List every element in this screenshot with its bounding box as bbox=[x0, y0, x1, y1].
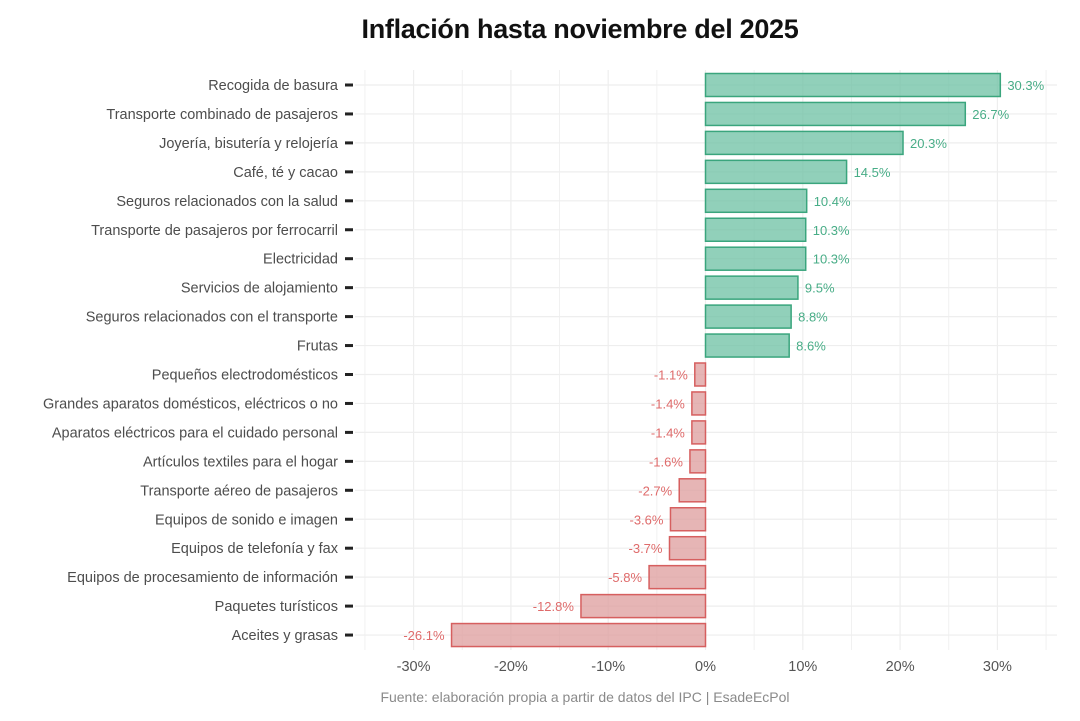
value-label: 10.3% bbox=[813, 223, 850, 238]
category-label: Equipos de telefonía y fax bbox=[171, 541, 339, 557]
value-label: 8.8% bbox=[798, 310, 828, 325]
bar bbox=[450, 622, 707, 648]
x-tick-label: -10% bbox=[591, 659, 625, 675]
bar bbox=[691, 420, 707, 445]
y-tick-mark bbox=[345, 373, 353, 376]
category-label: Transporte de pasajeros por ferrocarril bbox=[91, 223, 338, 239]
bars bbox=[450, 72, 1002, 648]
category-label: Paquetes turísticos bbox=[215, 599, 338, 615]
x-axis-ticks: -30% -20% -10% 0% 10% 20% 30% bbox=[397, 659, 1012, 675]
y-tick-mark bbox=[345, 141, 353, 145]
value-label: 20.3% bbox=[910, 136, 947, 151]
value-label: 14.5% bbox=[854, 165, 891, 180]
value-label: -1.4% bbox=[651, 396, 685, 411]
category-label: Recogida de basura bbox=[208, 78, 339, 94]
y-tick-mark bbox=[345, 344, 353, 348]
value-label: -2.7% bbox=[638, 483, 672, 498]
y-tick-mark bbox=[345, 430, 353, 434]
bar bbox=[704, 72, 1002, 98]
bar bbox=[704, 159, 848, 185]
bar bbox=[678, 478, 707, 503]
source-caption: Fuente: elaboración propia a partir de d… bbox=[380, 689, 790, 705]
y-tick-mark bbox=[345, 488, 353, 492]
y-tick-mark bbox=[345, 83, 353, 87]
category-label: Artículos textiles para el hogar bbox=[143, 454, 338, 470]
y-tick-mark bbox=[345, 633, 353, 637]
x-tick-label: 10% bbox=[788, 659, 817, 675]
value-label: -5.8% bbox=[608, 570, 642, 585]
bar bbox=[704, 275, 799, 300]
value-label: -1.6% bbox=[649, 454, 683, 469]
value-label: -1.4% bbox=[651, 425, 685, 440]
y-tick-mark bbox=[345, 286, 353, 290]
grid-lines bbox=[355, 70, 1057, 650]
value-label: 9.5% bbox=[805, 281, 835, 296]
bar bbox=[668, 535, 707, 561]
category-label: Café, té y cacao bbox=[233, 165, 338, 181]
category-label: Frutas bbox=[297, 339, 338, 355]
value-label: 30.3% bbox=[1007, 78, 1044, 93]
y-tick-mark bbox=[345, 546, 353, 550]
value-label: 10.3% bbox=[813, 252, 850, 267]
category-label: Aceites y grasas bbox=[232, 628, 338, 644]
bar bbox=[689, 449, 707, 474]
category-label: Seguros relacionados con el transporte bbox=[86, 310, 338, 326]
category-label: Transporte combinado de pasajeros bbox=[106, 107, 338, 123]
bar bbox=[704, 217, 807, 242]
x-tick-label: 20% bbox=[886, 659, 915, 675]
x-tick-label: -20% bbox=[494, 659, 528, 675]
x-tick-label: -30% bbox=[397, 659, 431, 675]
category-label: Transporte aéreo de pasajeros bbox=[140, 483, 338, 499]
category-label: Equipos de procesamiento de información bbox=[67, 570, 338, 586]
bar bbox=[704, 130, 904, 156]
value-label: -3.7% bbox=[629, 541, 663, 556]
y-tick-mark bbox=[345, 575, 353, 579]
category-label: Servicios de alojamiento bbox=[181, 281, 338, 297]
bar bbox=[648, 564, 707, 590]
bar bbox=[704, 304, 792, 329]
bar bbox=[704, 101, 967, 127]
y-tick-mark bbox=[345, 459, 353, 463]
x-tick-label: 30% bbox=[983, 659, 1012, 675]
y-tick-mark bbox=[345, 257, 353, 261]
value-label: -3.6% bbox=[630, 512, 664, 527]
category-label: Equipos de sonido e imagen bbox=[155, 512, 338, 528]
y-tick-mark bbox=[345, 401, 353, 405]
value-label: -1.1% bbox=[654, 368, 688, 383]
x-tick-label: 0% bbox=[695, 659, 716, 675]
bar bbox=[704, 333, 790, 358]
bar bbox=[704, 246, 807, 271]
category-label: Aparatos eléctricos para el cuidado pers… bbox=[52, 425, 338, 441]
category-label: Pequeños electrodomésticos bbox=[152, 368, 338, 384]
bar bbox=[704, 188, 808, 214]
y-tick-mark bbox=[345, 315, 353, 319]
value-label: 10.4% bbox=[814, 194, 851, 209]
value-label: 8.6% bbox=[796, 339, 826, 354]
chart-title: Inflación hasta noviembre del 2025 bbox=[361, 14, 799, 44]
y-tick-mark bbox=[345, 517, 353, 521]
bar bbox=[580, 593, 707, 619]
category-label: Seguros relacionados con la salud bbox=[116, 194, 338, 210]
bar bbox=[694, 362, 707, 387]
value-label: -26.1% bbox=[403, 628, 445, 643]
y-tick-mark bbox=[345, 604, 353, 608]
y-tick-mark bbox=[345, 228, 353, 232]
y-tick-mark bbox=[345, 199, 353, 203]
y-tick-mark bbox=[345, 170, 353, 174]
bar bbox=[691, 391, 707, 416]
category-label: Electricidad bbox=[263, 252, 338, 268]
category-label: Grandes aparatos domésticos, eléctricos … bbox=[43, 396, 338, 412]
category-label: Joyería, bisutería y relojería bbox=[159, 136, 339, 152]
y-axis-categories: Recogida de basura Transporte combinado d… bbox=[43, 78, 353, 644]
y-tick-mark bbox=[345, 112, 353, 116]
value-label: 26.7% bbox=[972, 107, 1009, 122]
value-label: -12.8% bbox=[533, 599, 575, 614]
value-labels: 30.3% 26.7% 20.3% 14.5%10.4% 10.3% 10.3% 9.5% 8… bbox=[403, 78, 1044, 643]
bar bbox=[669, 507, 707, 532]
